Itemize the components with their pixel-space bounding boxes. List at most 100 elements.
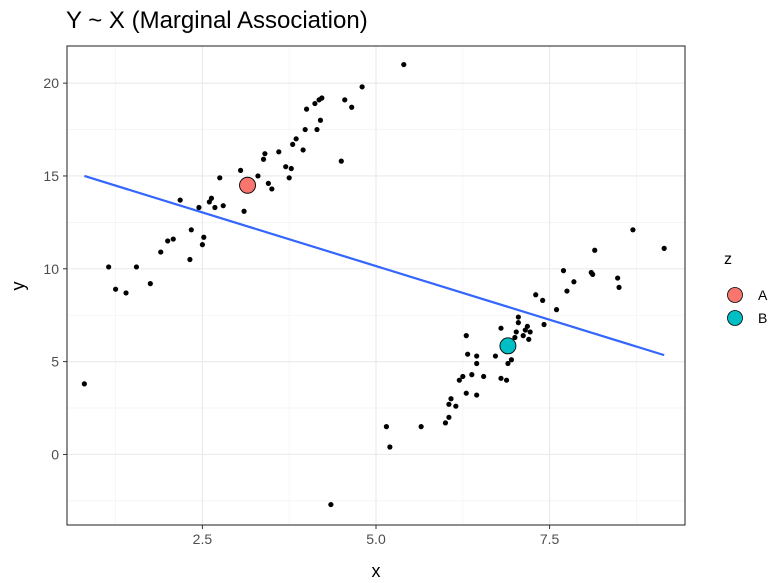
data-point: [418, 424, 424, 430]
data-point: [524, 323, 530, 329]
data-point: [269, 186, 275, 192]
data-point: [442, 420, 449, 426]
group-mean-point-b: [499, 337, 517, 355]
data-point: [312, 100, 318, 107]
data-point: [338, 158, 344, 164]
y-tick-label: 15: [43, 168, 59, 184]
regression-line: [84, 174, 665, 357]
data-point: [303, 106, 310, 112]
data-point: [513, 329, 519, 335]
data-point: [302, 126, 308, 133]
data-point: [217, 175, 223, 181]
data-point: [314, 126, 320, 133]
data-point: [508, 357, 515, 363]
data-point: [208, 195, 215, 201]
data-point: [106, 264, 112, 270]
data-point: [446, 401, 452, 407]
data-point: [300, 147, 306, 153]
data-point: [293, 136, 299, 142]
group-means-layer: [239, 176, 517, 355]
data-point: [453, 403, 459, 409]
data-point: [265, 180, 271, 186]
y-tick-label: 20: [43, 75, 59, 91]
data-point: [328, 501, 334, 508]
data-point: [212, 204, 218, 211]
data-point: [196, 204, 202, 211]
data-point: [133, 264, 140, 270]
y-tick-label: 0: [51, 446, 59, 462]
data-point: [201, 234, 207, 240]
data-point: [383, 424, 390, 430]
group-mean-point-a: [239, 176, 256, 194]
data-point: [401, 61, 407, 68]
data-point: [187, 256, 193, 263]
major-gridlines: [67, 46, 685, 525]
data-point: [498, 325, 504, 331]
data-point: [520, 333, 526, 339]
points-layer: [81, 61, 667, 508]
y-axis-label: y: [8, 282, 28, 291]
data-point: [463, 333, 469, 339]
data-point: [170, 236, 176, 242]
legend-label-b: B: [758, 310, 767, 326]
data-point: [564, 288, 570, 294]
chart-title: Y ~ X (Marginal Association): [66, 7, 368, 34]
x-tick-label: 5.0: [366, 531, 386, 547]
data-point: [387, 444, 393, 450]
data-point: [286, 175, 292, 181]
legend-label-a: A: [758, 287, 768, 303]
data-point: [456, 377, 462, 383]
data-point: [592, 247, 598, 253]
data-point: [541, 321, 547, 328]
data-point: [220, 203, 226, 209]
data-point: [288, 165, 294, 172]
fit-line-layer: [84, 174, 665, 357]
data-point: [165, 238, 171, 244]
y-tick-label: 5: [51, 354, 59, 370]
data-point: [158, 249, 164, 255]
data-point: [465, 351, 471, 357]
data-point: [540, 297, 546, 303]
data-point: [533, 292, 539, 298]
data-point: [469, 372, 475, 378]
data-point: [460, 373, 466, 380]
data-point: [553, 307, 560, 313]
data-point: [446, 414, 452, 420]
x-tick-label: 7.5: [540, 531, 560, 547]
data-point: [290, 141, 296, 147]
data-point: [147, 281, 153, 287]
data-point: [260, 156, 267, 162]
data-point: [342, 97, 348, 103]
data-point: [630, 227, 636, 233]
data-point: [661, 245, 667, 251]
data-point: [283, 164, 289, 170]
data-point: [255, 173, 261, 179]
data-point: [349, 104, 355, 110]
data-point: [481, 373, 487, 380]
data-point: [237, 167, 244, 173]
data-point: [177, 197, 183, 203]
data-point: [474, 353, 480, 359]
data-point: [241, 208, 247, 214]
data-point: [113, 286, 119, 292]
legend-key-b: [727, 310, 743, 326]
data-point: [515, 320, 521, 326]
data-point: [317, 117, 324, 123]
data-point: [123, 290, 129, 296]
data-point: [359, 84, 365, 90]
data-point: [463, 390, 469, 396]
y-tick-label: 10: [43, 261, 59, 277]
legend-key-a: [727, 287, 743, 303]
data-point: [616, 284, 622, 290]
data-point: [188, 227, 194, 233]
legend: z A B: [724, 251, 768, 326]
data-point: [515, 314, 521, 320]
data-point: [571, 279, 577, 285]
data-point: [560, 268, 567, 274]
data-point: [319, 95, 325, 101]
data-point: [615, 275, 621, 281]
data-point: [448, 396, 454, 402]
x-tick-label: 2.5: [193, 531, 213, 547]
data-point: [262, 151, 268, 157]
